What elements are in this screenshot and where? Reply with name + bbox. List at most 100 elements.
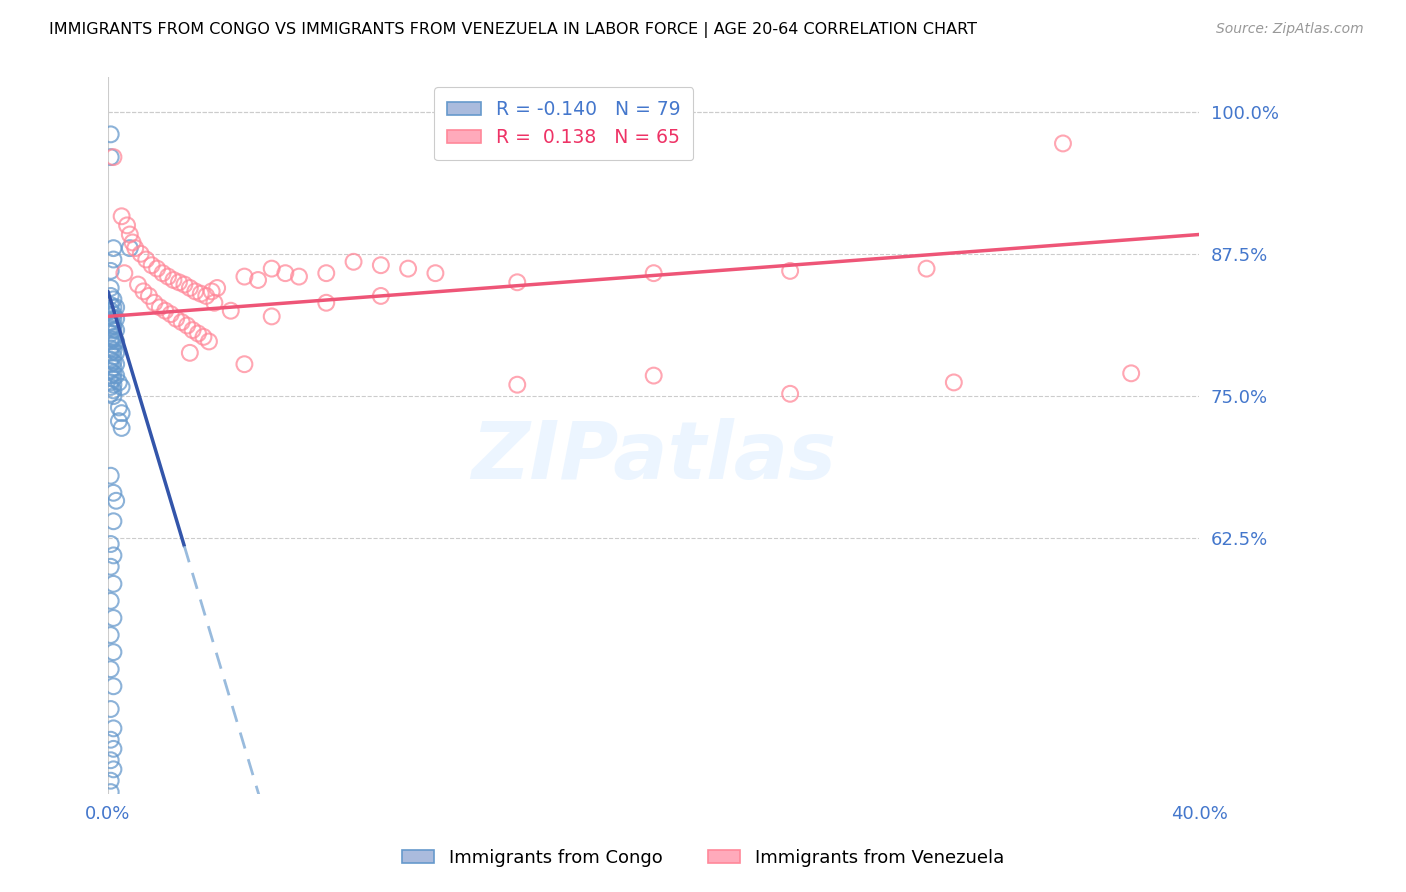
Point <box>315 295 337 310</box>
Point <box>181 323 204 337</box>
Point <box>103 611 125 625</box>
Point <box>100 281 122 295</box>
Point <box>100 537 122 551</box>
Point <box>143 295 166 310</box>
Point <box>103 252 125 267</box>
Point <box>100 326 122 341</box>
Point <box>100 559 122 574</box>
Point <box>315 266 337 280</box>
Point <box>193 330 215 344</box>
Point <box>195 289 218 303</box>
Text: ZIPatlas: ZIPatlas <box>471 418 837 497</box>
Point <box>179 346 201 360</box>
Point <box>121 235 143 250</box>
Point <box>124 241 146 255</box>
Point <box>149 301 172 315</box>
Point <box>100 364 122 378</box>
Point <box>100 289 122 303</box>
Point <box>201 285 224 299</box>
Point <box>103 311 125 326</box>
Point <box>643 368 665 383</box>
Point <box>233 269 256 284</box>
Point <box>103 377 125 392</box>
Point <box>100 320 122 334</box>
Point <box>141 258 163 272</box>
Point <box>103 722 125 736</box>
Point <box>103 360 125 375</box>
Point <box>100 128 122 142</box>
Point <box>167 275 190 289</box>
Point <box>100 264 122 278</box>
Point <box>103 343 125 358</box>
Point <box>103 355 125 369</box>
Point <box>103 338 125 352</box>
Point <box>100 357 122 371</box>
Point <box>342 254 364 268</box>
Point <box>506 377 529 392</box>
Legend: Immigrants from Congo, Immigrants from Venezuela: Immigrants from Congo, Immigrants from V… <box>395 842 1011 874</box>
Point <box>135 252 157 267</box>
Point <box>100 753 122 767</box>
Point <box>190 286 212 301</box>
Point <box>152 266 174 280</box>
Point <box>779 386 801 401</box>
Point <box>111 406 134 420</box>
Point <box>100 628 122 642</box>
Point <box>100 334 122 349</box>
Point <box>103 577 125 591</box>
Text: IMMIGRANTS FROM CONGO VS IMMIGRANTS FROM VENEZUELA IN LABOR FORCE | AGE 20-64 CO: IMMIGRANTS FROM CONGO VS IMMIGRANTS FROM… <box>49 22 977 38</box>
Point <box>370 258 392 272</box>
Point <box>100 773 122 788</box>
Point <box>103 514 125 528</box>
Point <box>100 702 122 716</box>
Point <box>506 275 529 289</box>
Point <box>138 289 160 303</box>
Point <box>100 368 122 383</box>
Point <box>103 384 125 398</box>
Point <box>146 261 169 276</box>
Point <box>779 264 801 278</box>
Point <box>370 289 392 303</box>
Point <box>170 315 193 329</box>
Point <box>100 732 122 747</box>
Legend: R = -0.140   N = 79, R =  0.138   N = 65: R = -0.140 N = 79, R = 0.138 N = 65 <box>434 87 693 161</box>
Point <box>247 273 270 287</box>
Point <box>288 269 311 284</box>
Point <box>129 247 152 261</box>
Point <box>108 401 131 415</box>
Point <box>103 301 125 315</box>
Point <box>165 311 187 326</box>
Point <box>156 269 179 284</box>
Point <box>1121 367 1143 381</box>
Point <box>100 332 122 346</box>
Point <box>111 209 134 223</box>
Point <box>100 380 122 394</box>
Point <box>111 380 134 394</box>
Point <box>103 241 125 255</box>
Point <box>103 323 125 337</box>
Point <box>176 318 198 333</box>
Point <box>219 303 242 318</box>
Point <box>100 310 122 324</box>
Point <box>643 266 665 280</box>
Point <box>100 341 122 355</box>
Point <box>100 785 122 799</box>
Point <box>915 261 938 276</box>
Point <box>198 334 221 349</box>
Point <box>173 277 195 292</box>
Point <box>396 261 419 276</box>
Point <box>159 307 181 321</box>
Point <box>100 386 122 401</box>
Point <box>942 376 965 390</box>
Point <box>100 594 122 608</box>
Point <box>118 227 141 242</box>
Text: Source: ZipAtlas.com: Source: ZipAtlas.com <box>1216 22 1364 37</box>
Point <box>179 281 201 295</box>
Point <box>187 326 209 341</box>
Point <box>103 307 125 321</box>
Point <box>260 261 283 276</box>
Point <box>155 303 177 318</box>
Point <box>105 311 128 326</box>
Point <box>202 295 225 310</box>
Point <box>105 368 128 383</box>
